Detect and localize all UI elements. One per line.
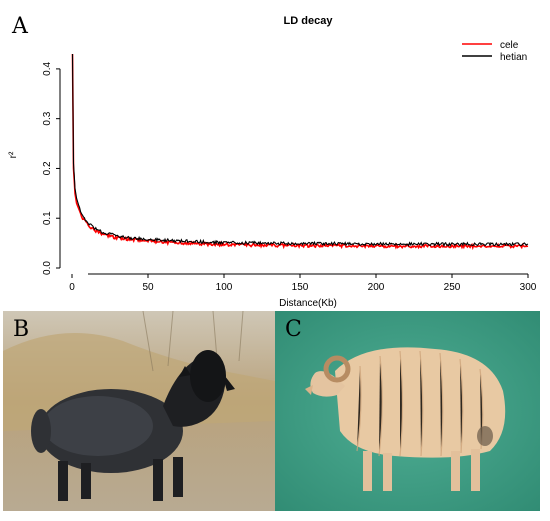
panel-letter-b: B bbox=[13, 317, 30, 342]
series-line-hetian bbox=[71, 53, 529, 247]
panel-letter-c: C bbox=[285, 317, 302, 342]
legend-label-cele: cele bbox=[500, 40, 519, 51]
y-tick-label: 0.2 bbox=[42, 161, 53, 175]
y-axis-label: r² bbox=[8, 151, 19, 158]
x-tick-label: 100 bbox=[216, 282, 233, 293]
x-tick-label: 150 bbox=[292, 282, 309, 293]
legend-label-hetian: hetian bbox=[500, 52, 527, 63]
y-tick-label: 0.1 bbox=[42, 211, 53, 225]
ld-decay-chart: LD decay 0 50 100 150 200 250 3000.00.10.20.30… bbox=[8, 15, 537, 309]
x-tick-label: 250 bbox=[444, 282, 461, 293]
y-tick-label: 0.4 bbox=[42, 62, 53, 76]
chart-lines bbox=[71, 53, 529, 251]
x-tick-label: 0 bbox=[69, 282, 75, 293]
chart-legend: cele hetian bbox=[462, 40, 527, 63]
chart-axes: 0 50 100 150 200 250 300 0.0 0.1 0.2 0.3 0.4 bbox=[42, 62, 537, 293]
y-tick-label: 0.0 bbox=[42, 261, 53, 275]
series-line-cele bbox=[71, 53, 529, 251]
chart-title: LD decay bbox=[284, 15, 334, 27]
x-tick-label: 50 bbox=[142, 282, 154, 293]
x-tick-label: 200 bbox=[368, 282, 385, 293]
x-tick-label: 300 bbox=[520, 282, 537, 293]
y-tick-label: 0.3 bbox=[42, 111, 53, 125]
cream-sheep-photo: C bbox=[275, 311, 540, 511]
panel-letter-a: A bbox=[12, 14, 28, 39]
x-axis-label: Distance(Kb) bbox=[279, 298, 337, 309]
black-sheep-photo: B bbox=[3, 311, 275, 511]
